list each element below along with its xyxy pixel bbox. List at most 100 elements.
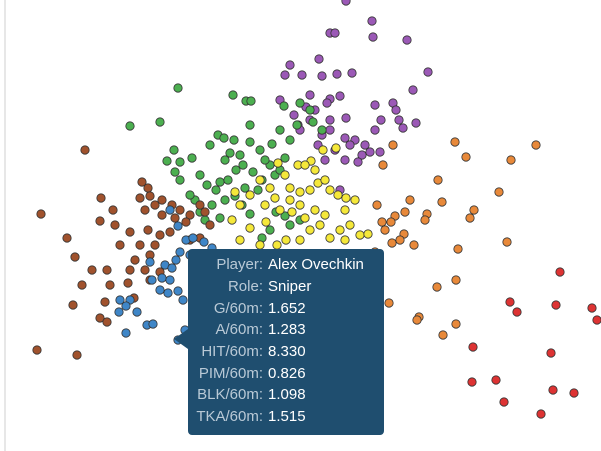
data-point[interactable] <box>140 265 150 275</box>
data-point[interactable] <box>506 155 516 165</box>
data-point[interactable] <box>188 233 198 243</box>
data-point[interactable] <box>245 137 255 147</box>
data-point[interactable] <box>181 217 191 227</box>
data-point[interactable] <box>228 90 238 100</box>
data-point[interactable] <box>175 175 185 185</box>
data-point[interactable] <box>265 183 275 193</box>
data-point[interactable] <box>150 200 160 210</box>
data-point[interactable] <box>297 70 307 80</box>
data-point[interactable] <box>280 170 290 180</box>
data-point[interactable] <box>227 215 237 225</box>
data-point[interactable] <box>195 200 205 210</box>
data-point[interactable] <box>165 275 175 285</box>
data-point[interactable] <box>402 35 412 45</box>
data-point[interactable] <box>281 235 291 245</box>
data-point[interactable] <box>235 150 245 160</box>
data-point[interactable] <box>155 117 165 127</box>
data-point[interactable] <box>461 152 471 162</box>
data-point[interactable] <box>325 115 335 125</box>
data-point[interactable] <box>121 328 131 338</box>
data-point[interactable] <box>370 100 380 110</box>
data-point[interactable] <box>372 200 382 210</box>
data-point[interactable] <box>423 67 433 77</box>
data-point[interactable] <box>245 223 255 233</box>
data-point[interactable] <box>211 185 221 195</box>
data-point[interactable] <box>368 32 378 42</box>
data-point[interactable] <box>376 115 386 125</box>
data-point[interactable] <box>437 197 447 207</box>
data-point[interactable] <box>143 183 153 193</box>
data-point[interactable] <box>238 160 248 170</box>
data-point[interactable] <box>360 140 370 150</box>
data-point[interactable] <box>163 288 173 298</box>
data-point[interactable] <box>36 209 46 219</box>
data-point[interactable] <box>285 195 295 205</box>
data-point[interactable] <box>253 185 263 195</box>
data-point[interactable] <box>355 230 365 240</box>
data-point[interactable] <box>295 187 305 197</box>
data-point[interactable] <box>331 143 341 153</box>
data-point[interactable] <box>175 247 185 257</box>
data-point[interactable] <box>333 190 343 200</box>
data-point[interactable] <box>235 235 245 245</box>
data-point[interactable] <box>347 68 357 78</box>
data-point[interactable] <box>409 240 419 250</box>
data-point[interactable] <box>569 388 579 398</box>
data-point[interactable] <box>260 155 270 165</box>
data-point[interactable] <box>145 191 155 201</box>
data-point[interactable] <box>80 145 90 155</box>
data-point[interactable] <box>450 137 460 147</box>
data-point[interactable] <box>280 211 290 221</box>
data-point[interactable] <box>300 160 310 170</box>
data-point[interactable] <box>130 255 140 265</box>
data-point[interactable] <box>394 115 404 125</box>
data-point[interactable] <box>587 303 597 313</box>
data-point[interactable] <box>341 113 351 123</box>
data-point[interactable] <box>175 205 185 215</box>
data-point[interactable] <box>335 225 345 235</box>
data-point[interactable] <box>225 148 235 158</box>
data-point[interactable] <box>173 221 183 231</box>
data-point[interactable] <box>157 210 167 220</box>
data-point[interactable] <box>555 267 565 277</box>
data-point[interactable] <box>265 225 275 235</box>
data-point[interactable] <box>325 233 335 243</box>
data-point[interactable] <box>310 165 320 175</box>
data-point[interactable] <box>123 278 133 288</box>
data-point[interactable] <box>150 240 160 250</box>
data-point[interactable] <box>491 375 501 385</box>
data-point[interactable] <box>512 307 522 317</box>
data-point[interactable] <box>335 91 345 101</box>
data-point[interactable] <box>102 265 112 275</box>
data-point[interactable] <box>32 345 42 355</box>
data-point[interactable] <box>285 60 295 70</box>
data-point[interactable] <box>469 205 479 215</box>
data-point[interactable] <box>289 110 299 120</box>
data-point[interactable] <box>536 409 546 419</box>
data-point[interactable] <box>70 252 80 262</box>
data-point[interactable] <box>317 125 327 135</box>
data-point[interactable] <box>255 145 265 155</box>
data-point[interactable] <box>292 120 302 130</box>
data-point[interactable] <box>332 69 342 79</box>
data-point[interactable] <box>305 105 315 115</box>
data-point[interactable] <box>157 273 167 283</box>
data-point[interactable] <box>219 133 229 143</box>
data-point[interactable] <box>433 175 443 185</box>
data-point[interactable] <box>322 98 332 108</box>
data-point[interactable] <box>387 238 397 248</box>
data-point[interactable] <box>275 125 285 135</box>
data-point[interactable] <box>318 145 328 155</box>
data-point[interactable] <box>468 342 478 352</box>
data-point[interactable] <box>386 217 396 227</box>
data-point[interactable] <box>125 121 135 131</box>
data-point[interactable] <box>215 213 225 223</box>
data-point[interactable] <box>135 240 145 250</box>
data-point[interactable] <box>280 70 290 80</box>
data-point[interactable] <box>314 54 324 64</box>
data-point[interactable] <box>531 140 541 150</box>
data-point[interactable] <box>114 307 124 317</box>
data-point[interactable] <box>592 315 601 325</box>
data-point[interactable] <box>135 193 145 203</box>
data-point[interactable] <box>285 183 295 193</box>
